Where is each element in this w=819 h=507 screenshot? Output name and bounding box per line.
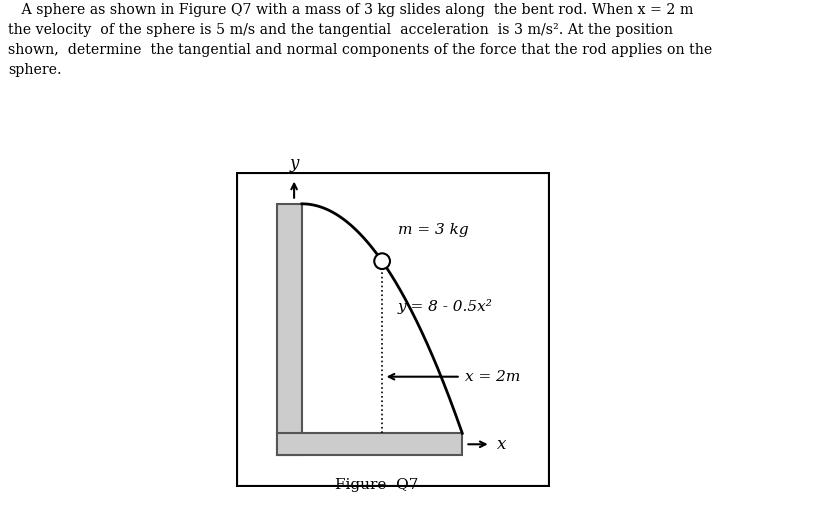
Text: Figure  Q7: Figure Q7 (335, 478, 419, 492)
Text: x: x (497, 436, 506, 453)
Text: y = 8 - 0.5x²: y = 8 - 0.5x² (398, 299, 493, 314)
Text: y: y (289, 155, 299, 172)
Text: x = 2m: x = 2m (465, 370, 521, 384)
Circle shape (374, 254, 390, 269)
Bar (277, 204, 302, 455)
Text: m = 3 kg: m = 3 kg (398, 223, 468, 237)
Text: A sphere as shown in Figure Q7 with a mass of 3 kg slides along  the bent rod. W: A sphere as shown in Figure Q7 with a ma… (8, 3, 713, 77)
Bar (277, 433, 462, 455)
